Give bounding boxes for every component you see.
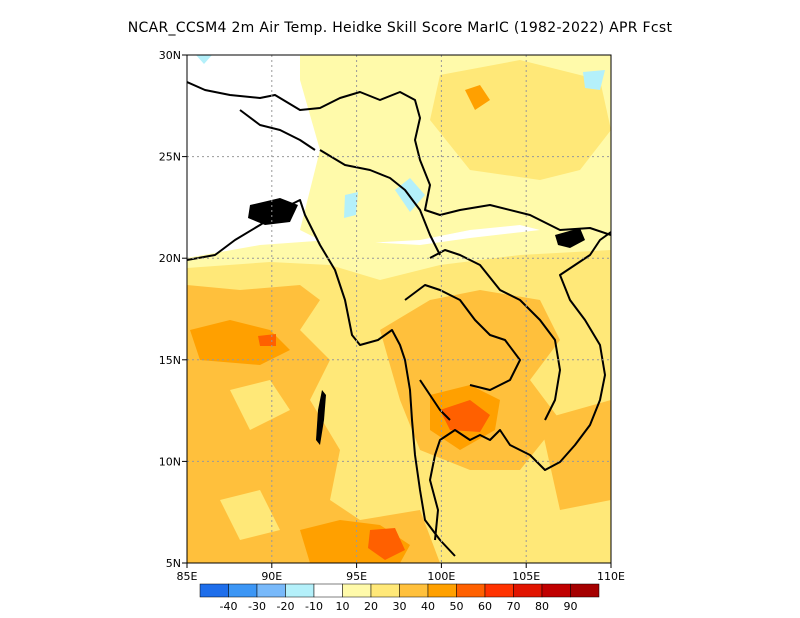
colorbar-label: 40 bbox=[421, 600, 435, 613]
field-pale-sw bbox=[220, 490, 280, 540]
colorbar-label: 70 bbox=[507, 600, 521, 613]
indian-coastline bbox=[187, 81, 611, 236]
colorbar-box bbox=[342, 583, 372, 598]
skill-field bbox=[187, 55, 611, 563]
colorbar-box bbox=[427, 583, 457, 598]
lon-label-95e: 95E bbox=[346, 570, 367, 583]
colorbar-box bbox=[513, 583, 543, 598]
mekong-border bbox=[429, 249, 561, 421]
lon-label-85e: 85E bbox=[177, 570, 198, 583]
lon-label-105e: 105E bbox=[512, 570, 540, 583]
colorbar-box bbox=[456, 583, 486, 598]
lon-label-110e: 110E bbox=[597, 570, 625, 583]
field-red-orange-center bbox=[440, 400, 490, 432]
colorbar-label: 20 bbox=[364, 600, 378, 613]
field-blue-d bbox=[196, 55, 212, 64]
field-red-orange-south bbox=[368, 528, 405, 560]
lon-label-100e: 100E bbox=[427, 570, 455, 583]
gridlines bbox=[187, 55, 611, 563]
hainan-coast bbox=[555, 228, 585, 248]
colorbar-box bbox=[285, 583, 315, 598]
field-orange-east bbox=[540, 400, 611, 510]
map-title: NCAR_CCSM4 2m Air Temp. Heidke Skill Sco… bbox=[127, 20, 673, 36]
colorbar-label: -40 bbox=[220, 600, 238, 613]
lat-label-30n: 30N bbox=[159, 49, 181, 62]
colorbar-box bbox=[541, 583, 571, 598]
andaman-islands bbox=[316, 390, 326, 445]
colorbar-label: 50 bbox=[450, 600, 464, 613]
islands bbox=[248, 198, 585, 445]
field-red-orange-west bbox=[258, 334, 276, 346]
colorbar-label: 30 bbox=[393, 600, 407, 613]
myanmar-china-border bbox=[319, 149, 441, 256]
colorbar-label: -30 bbox=[248, 600, 266, 613]
colorbar-box bbox=[399, 583, 429, 598]
colorbar-label: 90 bbox=[564, 600, 578, 613]
lon-labels: 85E 90E 95E 100E 105E 110E bbox=[177, 570, 625, 583]
colorbar bbox=[199, 583, 600, 598]
lat-labels: 30N 25N 20N 15N 10N 5N bbox=[159, 49, 181, 570]
colorbar-label: 60 bbox=[478, 600, 492, 613]
gulf-of-thailand bbox=[419, 379, 451, 421]
colorbar-label: -20 bbox=[277, 600, 295, 613]
delta bbox=[248, 198, 298, 225]
lat-label-25n: 25N bbox=[159, 151, 181, 164]
colorbar-box bbox=[256, 583, 286, 598]
colorbar-box bbox=[228, 583, 258, 598]
lat-label-15n: 15N bbox=[159, 354, 181, 367]
india-china-border bbox=[239, 109, 316, 151]
colorbar-label: 80 bbox=[535, 600, 549, 613]
colorbar-label: 10 bbox=[336, 600, 350, 613]
field-pale-west bbox=[230, 380, 290, 430]
colorbar-labels: -40 -30 -20 -10 10 20 30 40 50 60 70 80 90 bbox=[220, 600, 578, 613]
field-blue-a bbox=[395, 178, 425, 212]
thai-lao-border bbox=[404, 284, 521, 391]
field-deep-orange-north bbox=[465, 85, 490, 110]
colorbar-box bbox=[570, 583, 600, 598]
lat-label-5n: 5N bbox=[166, 557, 181, 570]
colorbar-box bbox=[313, 583, 343, 598]
colorbar-label: -10 bbox=[305, 600, 323, 613]
field-blue-c bbox=[583, 70, 605, 90]
field-deep-orange-west bbox=[190, 320, 290, 365]
colorbar-box bbox=[199, 583, 229, 598]
field-blue-b bbox=[344, 192, 358, 218]
colorbar-box bbox=[370, 583, 400, 598]
field-orange-center bbox=[380, 290, 560, 470]
tick-marks bbox=[182, 54, 612, 568]
colorbar-box bbox=[484, 583, 514, 598]
peninsula-east-coast bbox=[429, 231, 611, 541]
lon-label-90e: 90E bbox=[261, 570, 282, 583]
plot-frame bbox=[186, 54, 612, 564]
lat-label-20n: 20N bbox=[159, 252, 181, 265]
lat-label-10n: 10N bbox=[159, 455, 181, 468]
